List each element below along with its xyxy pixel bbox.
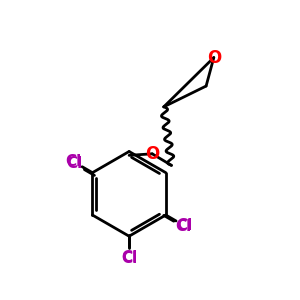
Text: Cl: Cl	[176, 220, 192, 235]
Text: Cl: Cl	[121, 251, 137, 266]
Text: Cl: Cl	[66, 154, 82, 169]
Text: Cl: Cl	[176, 218, 193, 233]
Text: Cl: Cl	[66, 156, 82, 171]
Text: Cl: Cl	[121, 250, 137, 265]
Text: O: O	[145, 145, 159, 163]
Text: O: O	[207, 49, 221, 67]
